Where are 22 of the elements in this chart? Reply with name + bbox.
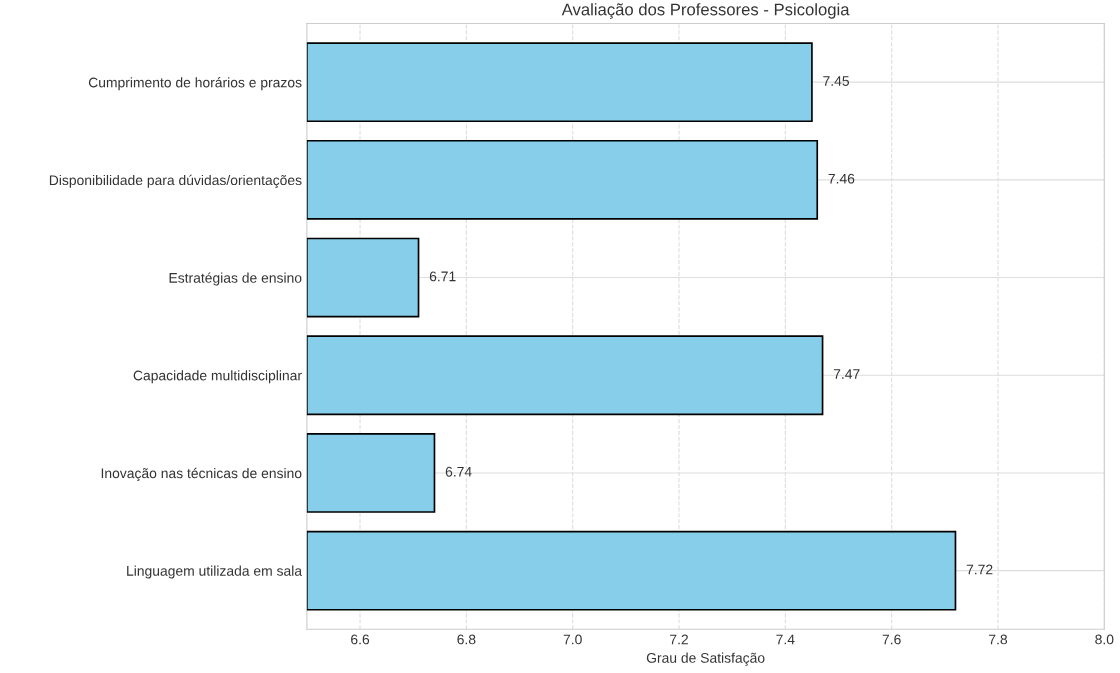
y-tick-label: Disponibilidade para dúvidas/orientações <box>49 174 302 188</box>
data-label: 6.74 <box>445 466 472 477</box>
x-tick-label: 6.6 <box>351 634 370 645</box>
x-tick-label: 7.6 <box>882 634 901 645</box>
y-tick-label: Cumprimento de horários e prazos <box>88 77 302 91</box>
chart-title: Avaliação dos Professores - Psicologia <box>561 3 850 19</box>
y-tick-label: Inovação nas técnicas de ensino <box>101 467 302 481</box>
data-label: 6.71 <box>429 271 456 282</box>
x-tick-label: 8.0 <box>1095 634 1114 645</box>
x-tick-label: 7.2 <box>670 634 688 645</box>
data-label: 7.47 <box>833 369 860 379</box>
data-label: 7.72 <box>966 564 993 575</box>
x-tick-label: 7.4 <box>776 634 795 645</box>
y-tick-label: Estratégias de ensino <box>169 272 302 286</box>
data-label: 7.45 <box>823 76 850 86</box>
x-axis-title: Grau de Satisfação <box>646 652 765 666</box>
y-tick-label: Linguagem utilizada em sala <box>127 565 303 579</box>
data-label: 7.46 <box>828 173 855 184</box>
y-tick-label: Capacidade multidisciplinar <box>133 370 302 384</box>
x-tick-label: 7.0 <box>563 634 582 645</box>
x-tick-label: 7.8 <box>989 634 1008 645</box>
x-tick-label: 6.8 <box>457 634 476 645</box>
